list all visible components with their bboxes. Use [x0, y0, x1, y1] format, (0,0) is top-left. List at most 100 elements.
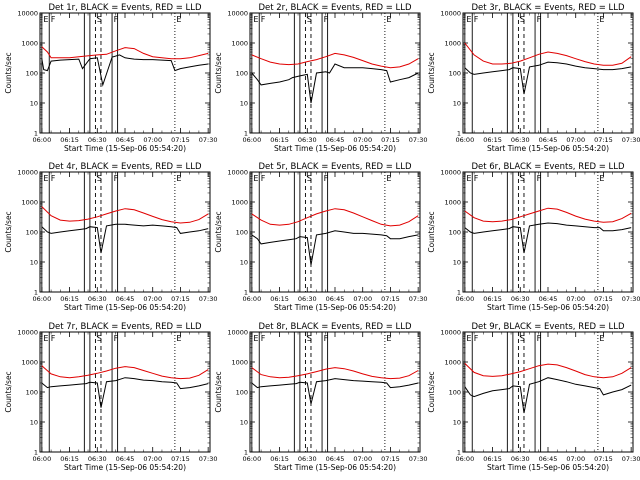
marker-label: F [261, 174, 266, 183]
marker-label: E [386, 15, 391, 24]
x-tick-label: 06:30 [88, 136, 107, 144]
x-tick-label: 06:45 [116, 295, 135, 303]
x-tick-label: 07:30 [622, 136, 640, 144]
y-tick-label: 1000 [21, 199, 38, 207]
marker-label: F [474, 334, 479, 343]
x-tick-label: 06:45 [326, 295, 345, 303]
x-tick-label: 07:15 [381, 295, 400, 303]
x-tick-label: 07:00 [353, 455, 372, 463]
y-tick-label: 10000 [227, 169, 248, 177]
marker-label: S [97, 174, 102, 183]
x-tick-label: 06:15 [60, 455, 79, 463]
y-tick-label: 10 [240, 259, 248, 267]
x-axis-label: Start Time (15-Sep-06 05:54:20) [274, 303, 396, 312]
chart-panel-7r: Det 7r, BLACK = Events, RED = LLD 1 10 100 1… [4, 322, 218, 472]
plot-frame [39, 171, 211, 293]
y-tick-label: 1000 [231, 359, 248, 367]
y-tick-label: 1 [34, 289, 38, 297]
x-tick-label: 07:30 [409, 136, 428, 144]
x-tick-label: 07:00 [566, 295, 585, 303]
chart-panel-3r: Det 3r, BLACK = Events, RED = LLD 1 10 100 1… [427, 3, 640, 153]
plot-frame [39, 331, 211, 453]
x-tick-label: 06:00 [455, 136, 474, 144]
x-tick-label: 07:00 [566, 136, 585, 144]
y-tick-label: 1 [244, 289, 248, 297]
x-tick-label: 06:00 [455, 295, 474, 303]
series-line-events [251, 63, 419, 104]
x-tick-label: 07:00 [143, 136, 162, 144]
x-tick-label: 06:30 [88, 295, 107, 303]
y-tick-label: 10 [453, 100, 461, 108]
y-tick-label: 1 [34, 449, 38, 457]
y-tick-label: 1 [457, 130, 461, 138]
y-tick-label: 100 [449, 229, 461, 237]
y-tick-label: 1 [34, 130, 38, 138]
series-line-events [464, 61, 632, 95]
chart-panel-5r: Det 5r, BLACK = Events, RED = LLD 1 10 100 1… [214, 162, 428, 312]
y-tick-label: 1000 [231, 199, 248, 207]
x-tick-label: 07:00 [143, 455, 162, 463]
x-tick-label: 07:00 [143, 295, 162, 303]
x-tick-label: 07:00 [353, 295, 372, 303]
marker-label: S [307, 15, 312, 24]
panel-title: Det 2r, BLACK = Events, RED = LLD [258, 3, 412, 13]
y-axis-label: Counts/sec [427, 211, 436, 252]
x-tick-label: 06:30 [88, 455, 107, 463]
x-tick-label: 06:15 [483, 136, 502, 144]
series-line-lld [41, 365, 209, 380]
y-tick-label: 1 [244, 449, 248, 457]
y-tick-label: 10000 [17, 169, 38, 177]
y-tick-label: 1000 [231, 40, 248, 48]
x-tick-label: 06:15 [483, 295, 502, 303]
marker-label: E [599, 334, 604, 343]
x-tick-label: 06:30 [298, 455, 317, 463]
chart-panel-1r: Det 1r, BLACK = Events, RED = LLD 1 10 100 1… [4, 3, 218, 153]
x-tick-label: 07:30 [622, 295, 640, 303]
x-tick-label: 06:15 [270, 455, 289, 463]
marker-label: E [43, 15, 48, 24]
y-tick-label: 10000 [440, 10, 461, 18]
x-tick-label: 07:15 [381, 136, 400, 144]
marker-label: F [474, 15, 479, 24]
marker-label: F [114, 15, 119, 24]
panel-title: Det 1r, BLACK = Events, RED = LLD [48, 3, 202, 13]
series-line-events [41, 377, 209, 408]
y-tick-label: 1000 [21, 359, 38, 367]
marker-label: F [537, 15, 542, 24]
marker-label: S [97, 15, 102, 24]
y-tick-label: 100 [449, 70, 461, 78]
x-tick-label: 06:15 [270, 295, 289, 303]
marker-label: S [520, 15, 525, 24]
x-tick-label: 06:00 [32, 455, 51, 463]
x-tick-label: 07:00 [353, 136, 372, 144]
marker-label: E [253, 174, 258, 183]
x-tick-label: 07:30 [622, 455, 640, 463]
x-tick-label: 07:30 [409, 455, 428, 463]
marker-label: F [51, 174, 56, 183]
x-axis-label: Start Time (15-Sep-06 05:54:20) [64, 463, 186, 472]
marker-label: E [43, 334, 48, 343]
y-axis-label: Counts/sec [4, 211, 13, 252]
marker-label: F [537, 334, 542, 343]
y-tick-label: 100 [26, 229, 38, 237]
marker-label: F [537, 174, 542, 183]
y-tick-label: 10 [30, 100, 38, 108]
series-line-lld [464, 207, 632, 223]
series-line-lld [41, 206, 209, 224]
plot-frame [462, 171, 634, 293]
y-axis-label: Counts/sec [214, 52, 223, 93]
y-tick-label: 1 [244, 130, 248, 138]
x-axis-label: Start Time (15-Sep-06 05:54:20) [274, 144, 396, 153]
panel-title: Det 8r, BLACK = Events, RED = LLD [258, 322, 412, 332]
marker-label: E [599, 174, 604, 183]
y-tick-label: 1000 [21, 40, 38, 48]
x-tick-label: 06:00 [32, 136, 51, 144]
marker-label: S [520, 174, 525, 183]
y-tick-label: 1 [457, 289, 461, 297]
panel-title: Det 9r, BLACK = Events, RED = LLD [471, 322, 625, 332]
y-tick-label: 100 [26, 70, 38, 78]
x-tick-label: 06:15 [270, 136, 289, 144]
y-axis-label: Counts/sec [427, 371, 436, 412]
y-tick-label: 10000 [440, 329, 461, 337]
